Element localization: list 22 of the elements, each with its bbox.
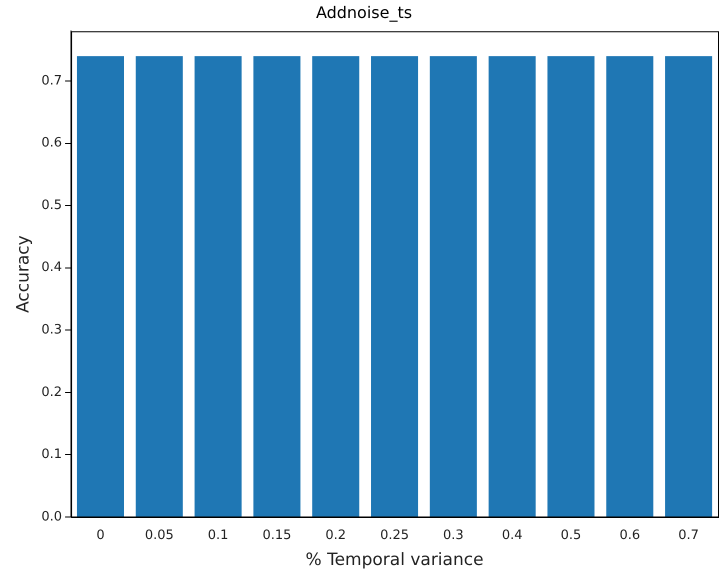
y-tick-label: 0.1 bbox=[41, 447, 62, 462]
x-tick-label: 0.15 bbox=[262, 528, 292, 544]
y-tick-label: 0.5 bbox=[41, 198, 62, 213]
y-tick-label: 0.6 bbox=[41, 136, 62, 151]
y-tick-label: 0.4 bbox=[41, 260, 62, 276]
y-tick-label: 0.0 bbox=[41, 509, 62, 524]
chart-title: Addnoise_ts bbox=[316, 2, 412, 22]
x-tick-label: 0.5 bbox=[560, 528, 582, 544]
y-axis-title: Accuracy bbox=[14, 235, 34, 313]
x-tick-label: 0.6 bbox=[619, 528, 640, 544]
x-tick-label: 0.4 bbox=[502, 528, 523, 544]
x-tick-label: 0 bbox=[96, 528, 105, 544]
x-axis-title: % Temporal variance bbox=[306, 550, 484, 570]
x-tick-label: 0.2 bbox=[325, 528, 346, 544]
y-tick-label: 0.7 bbox=[41, 73, 62, 88]
x-tick-label: 0.7 bbox=[678, 528, 699, 544]
x-tick-label: 0.25 bbox=[380, 528, 410, 544]
y-tick-label: 0.2 bbox=[41, 384, 62, 400]
x-tick-label: 0.05 bbox=[144, 528, 174, 544]
x-tick-label: 0.1 bbox=[208, 528, 228, 544]
y-tick-label: 0.3 bbox=[41, 322, 62, 338]
x-tick-label: 0.3 bbox=[443, 528, 464, 544]
